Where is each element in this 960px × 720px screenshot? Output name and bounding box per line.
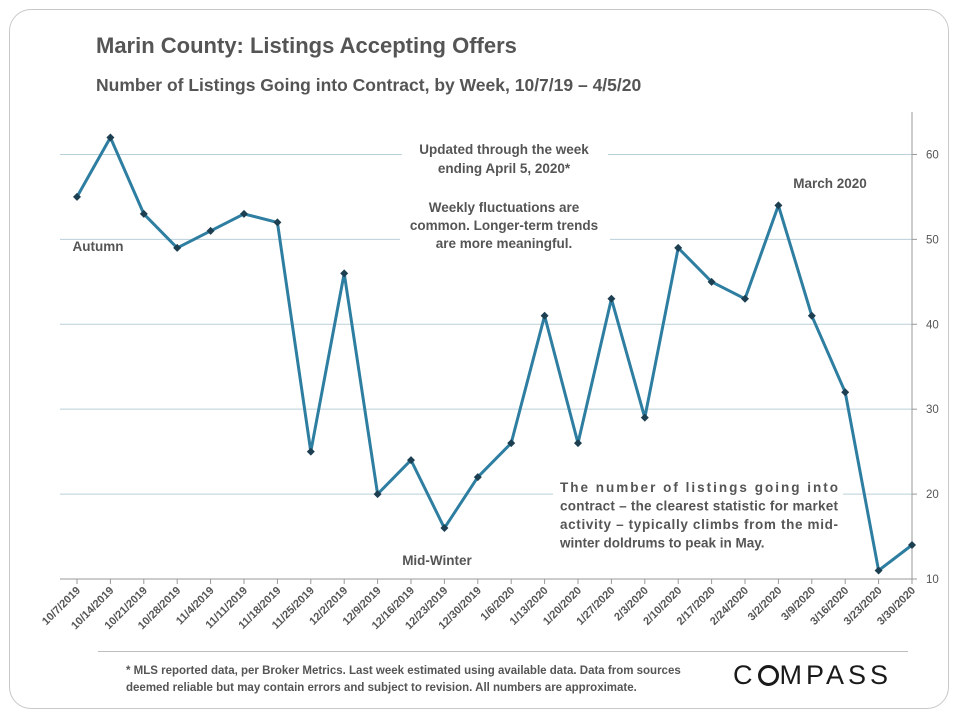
- y-tick-label: 50: [926, 234, 939, 246]
- y-tick-label: 60: [926, 149, 939, 161]
- data-point: [106, 133, 115, 142]
- data-point: [240, 209, 248, 218]
- data-point: [674, 243, 683, 252]
- footer-divider: [98, 651, 908, 652]
- data-point: [741, 294, 749, 303]
- annotation-explanation-bg: [553, 476, 843, 560]
- annotation-march: March 2020: [793, 176, 867, 191]
- slide-frame: [9, 9, 949, 709]
- data-point: [640, 413, 649, 422]
- data-point: [306, 447, 315, 456]
- footnote-line-2: deemed reliable but may contain errors a…: [126, 682, 637, 694]
- annotation-fluctuations-bg: [400, 198, 610, 258]
- data-point: [340, 269, 349, 278]
- data-point: [908, 541, 916, 550]
- series-line: [75, 136, 913, 572]
- data-point: [173, 243, 182, 252]
- data-point: [841, 388, 850, 397]
- annotation-autumn: Autumn: [73, 239, 124, 254]
- data-point: [774, 201, 783, 210]
- data-point: [139, 209, 148, 218]
- data-point: [607, 294, 616, 303]
- annotation-explanation: The number of listings going into: [560, 480, 838, 495]
- footnote-line-1: * MLS reported data, per Broker Metrics.…: [126, 665, 681, 677]
- y-tick-label: 20: [926, 489, 939, 501]
- annotation-fluctuations: Weekly fluctuations are: [429, 200, 580, 215]
- annotation-updated: ending April 5, 2020*: [438, 161, 571, 176]
- data-point: [206, 226, 215, 235]
- data-point: [540, 311, 549, 320]
- annotation-updated: Updated through the week: [419, 142, 589, 157]
- footnote: * MLS reported data, per Broker Metrics.…: [126, 663, 706, 697]
- annotation-explanation: activity – typically climbs from the mid…: [560, 517, 838, 532]
- data-point: [473, 473, 482, 482]
- y-tick-label: 30: [926, 404, 939, 416]
- y-tick-label: 40: [926, 319, 939, 331]
- data-point: [73, 192, 81, 201]
- line-chart: 10203040506010/7/201910/14/201910/21/201…: [40, 112, 939, 632]
- data-point: [273, 218, 282, 227]
- chart-title: Marin County: Listings Accepting Offers: [96, 33, 517, 58]
- annotation-midwinter: Mid-Winter: [402, 553, 472, 568]
- data-point: [574, 439, 582, 448]
- annotation-fluctuations: common. Longer-term trends: [410, 218, 598, 233]
- data-point: [440, 524, 449, 533]
- logo-o-ring: [757, 665, 779, 686]
- data-point: [407, 456, 415, 465]
- y-tick-label: 10: [926, 574, 939, 586]
- data-point: [373, 490, 382, 499]
- chart-subtitle: Number of Listings Going into Contract, …: [96, 75, 642, 95]
- x-tick-label: 3/2/2020: [746, 585, 785, 624]
- data-point: [807, 311, 816, 320]
- data-point: [707, 277, 716, 286]
- data-point: [507, 439, 516, 448]
- compass-logo: C MPASS: [733, 660, 893, 690]
- annotation-explanation: winter doldrums to peak in May.: [559, 536, 765, 551]
- annotation-explanation: contract – the clearest statistic for ma…: [560, 499, 839, 514]
- annotation-fluctuations: are more meaningful.: [436, 236, 573, 251]
- data-point: [874, 566, 883, 575]
- annotation-updated-bg: [402, 140, 608, 182]
